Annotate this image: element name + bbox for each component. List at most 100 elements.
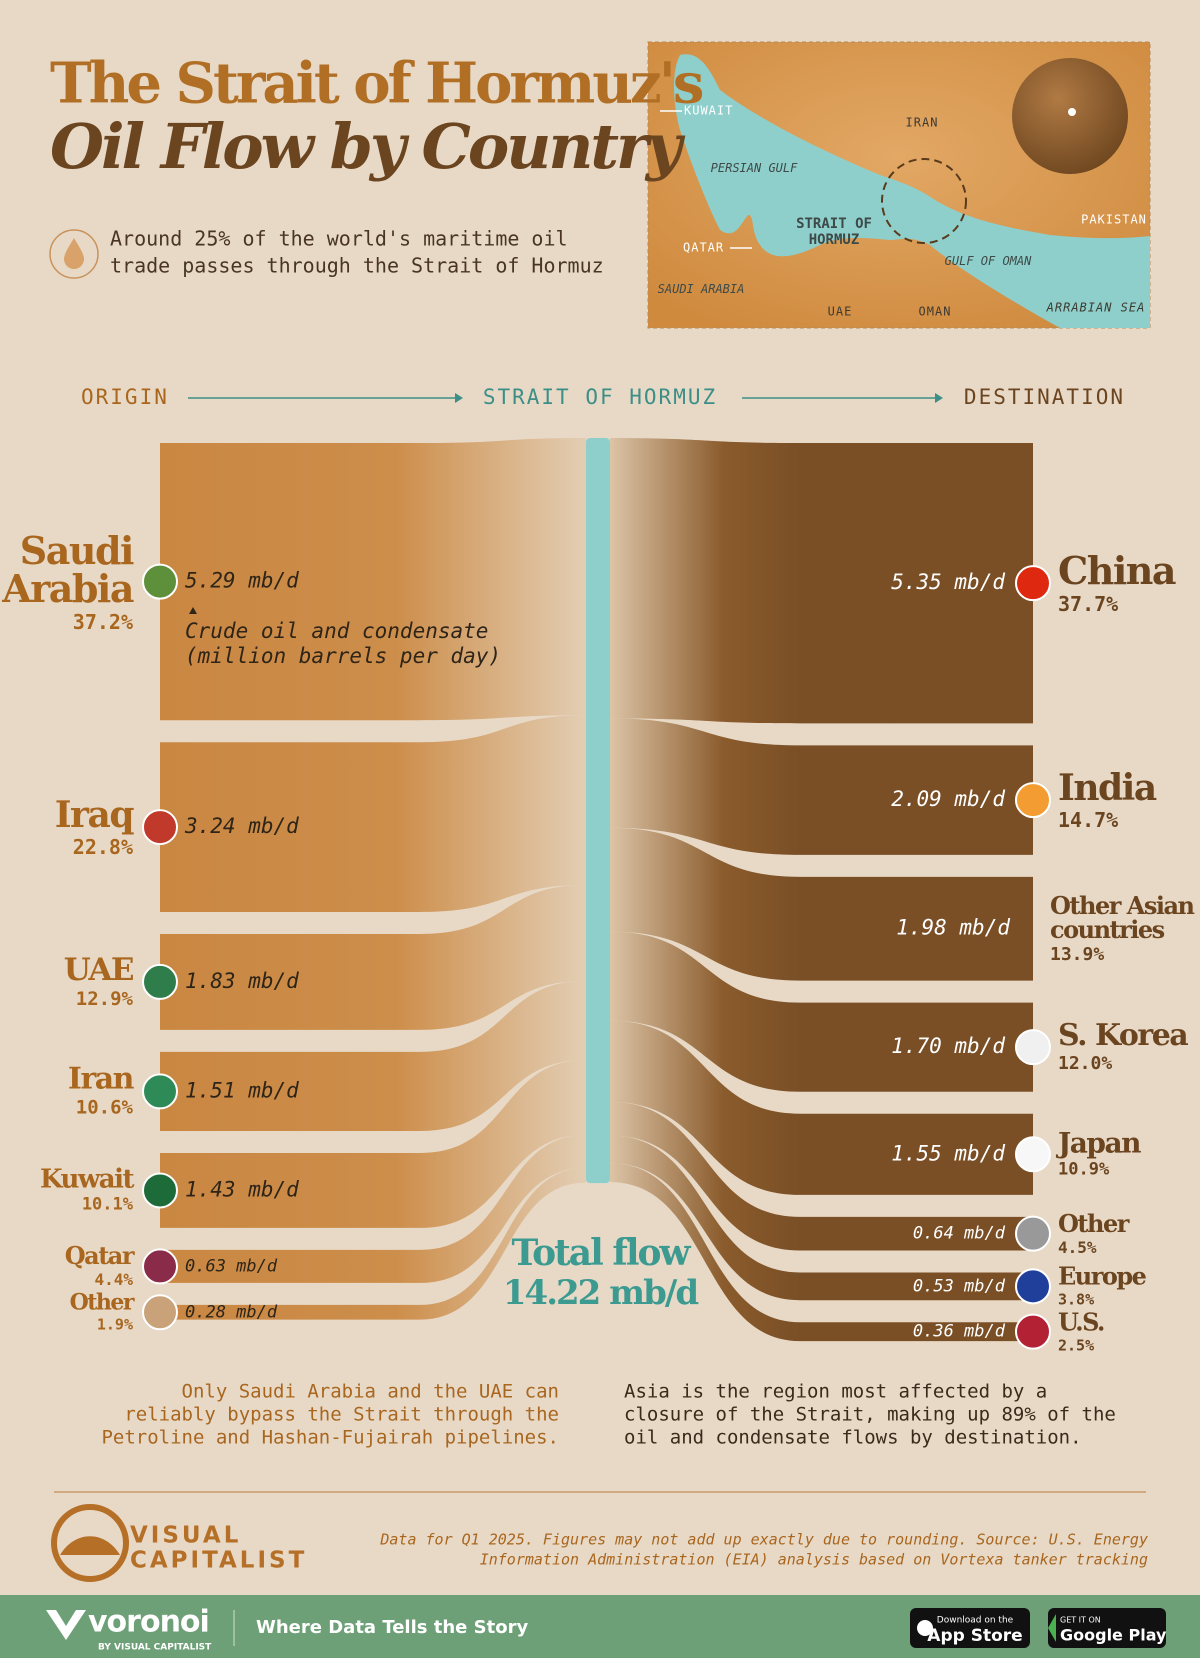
app-store-text: Download on the [937,1616,1014,1626]
origin-name: Iran [67,1061,135,1097]
source: Information Administration (EIA) analysi… [480,1551,1148,1569]
destination-label: Other Asian countries 13.9% [1050,890,1200,965]
flow-band [610,1101,1033,1251]
google-play-button[interactable] [1048,1608,1166,1648]
origin-name: Other [69,1289,135,1316]
value-label: 0.28 mb/d [185,1302,278,1322]
origin-label: Kuwait 10.1% [0,1164,135,1215]
value-label: 1.51 mb/d [185,1078,299,1102]
app-store-text: App Store [927,1626,1022,1646]
flag [142,809,178,846]
origin-share: 37.2% [72,609,133,634]
stage-label: DESTINATION [964,385,1125,409]
destination-share: 37.7% [1058,592,1119,617]
flag [1015,565,1051,602]
origin-label: Other 1.9% [0,1289,135,1333]
map-label: KUWAIT [684,104,733,118]
map-label: STRAIT OF HORMUZ [796,216,872,249]
brand-logo [51,1504,129,1582]
origin-share: 4.4% [94,1270,133,1290]
subtitle: Around 25% of the world's maritime oil [110,227,568,251]
map-label: OMAN [919,305,952,319]
flag [1015,1136,1051,1173]
flow-band [610,438,1033,724]
value-label: 5.35 mb/d [891,570,1005,594]
value-label: 1.83 mb/d [185,969,299,993]
flow-band [610,718,1033,855]
destination-share: 13.9% [1050,943,1105,965]
flow-band [160,715,586,912]
title: Oil Flow by Country [50,110,686,183]
total-label: Total flow [512,1232,692,1274]
flag [142,963,178,1000]
globe [1012,58,1128,174]
map-label: ARRABIAN SEA [1046,301,1146,315]
note: reliably bypass the Strait through the [124,1404,559,1426]
destination-label: S. Korea 12.0% [1058,1021,1200,1073]
map-label: SAUDI ARABIA [657,282,745,296]
origin-share: 22.8% [72,835,133,860]
origin-label: Iran 10.6% [0,1061,135,1118]
flag [1015,1313,1051,1350]
value-label: 0.63 mb/d [185,1256,278,1276]
note: Only Saudi Arabia and the UAE can [182,1381,560,1403]
flag [142,1073,178,1110]
destination-name: China [1058,548,1177,594]
value-label: 5.29 mb/d [185,569,299,593]
destination-label: U.S. 2.5% [1058,1310,1200,1353]
brand: VISUAL [130,1523,241,1549]
destination-share: 12.0% [1058,1053,1113,1075]
note: Petroline and Hashan-Fujairah pipelines. [101,1427,559,1449]
destination-label: India 14.7% [1058,770,1200,830]
flow-band [160,1059,586,1228]
brand: CAPITALIST [130,1548,307,1574]
google-play-text: Google Play [1060,1626,1167,1645]
destination-name: Other Asian countries [1050,890,1195,944]
source: Data for Q1 2025. Figures may not add up… [379,1531,1148,1549]
map-label: QATAR [683,241,724,255]
origin-label: Qatar 4.4% [0,1244,135,1290]
value-label: 2.09 mb/d [891,787,1005,811]
title: The Strait of Hormuz's [50,51,703,117]
flag [142,563,178,600]
flow-band [610,1163,1033,1342]
note: oil and condensate flows by destination. [624,1427,1082,1449]
destination-name: Europe [1058,1261,1147,1291]
arrow-head [935,393,943,403]
value-label: 1.55 mb/d [891,1141,1005,1165]
footer-logo: voronoi [88,1605,209,1640]
value-label: 1.98 mb/d [896,916,1010,940]
map-label: UAE [828,305,853,319]
map-label: GULF OF OMAN [944,254,1032,268]
icon-drop [64,238,84,269]
destination-label: China 37.7% [1058,548,1200,617]
value-label: 0.36 mb/d [913,1322,1006,1342]
origin-label: Saudi Arabia 37.2% [0,531,134,634]
flow-band [160,1134,586,1283]
destination-name: Japan [1058,1126,1141,1160]
flow-band [610,827,1033,981]
origin-name: Kuwait [39,1164,135,1195]
app-store-button[interactable] [910,1608,1030,1648]
destination-share: 14.7% [1058,808,1119,833]
brand-logo [60,1536,120,1555]
destination-name: India [1058,767,1157,810]
destination-name: S. Korea [1058,1018,1189,1054]
origin-share: 10.1% [81,1194,133,1215]
flow-band [160,1167,586,1320]
destination-share: 3.8% [1058,1290,1095,1309]
voronoi-logo [46,1610,86,1640]
flag [1015,782,1051,819]
note: Asia is the region most affected by a [624,1381,1047,1403]
annotation: Crude oil and condensate [185,619,488,643]
annotation-arrow [189,607,197,614]
footer-by: BY VISUAL CAPITALIST [98,1643,212,1653]
google-play-icon [1048,1614,1056,1642]
flag [1015,1268,1051,1305]
destination-share: 2.5% [1058,1336,1095,1355]
footer-tagline: Where Data Tells the Story [256,1617,528,1638]
flow-band [160,884,586,1030]
flag [142,1248,178,1285]
